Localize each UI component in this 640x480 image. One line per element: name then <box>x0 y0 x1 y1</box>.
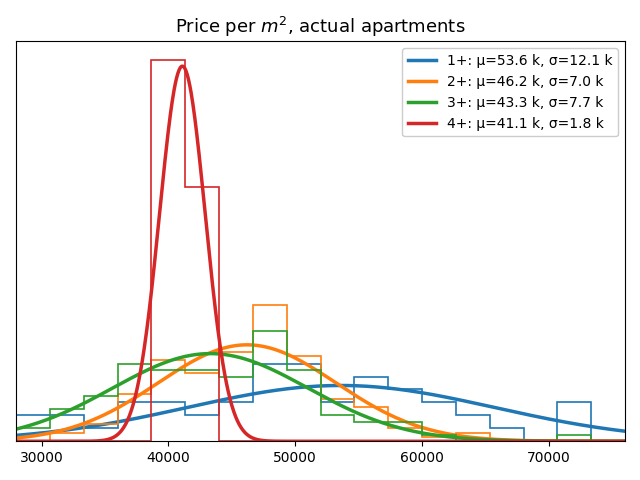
3+: μ=43.3 k, σ=7.7 k: (6.1e+04, 3.68e-06): μ=43.3 k, σ=7.7 k: (6.1e+04, 3.68e-06) <box>431 432 438 438</box>
1+: μ=53.6 k, σ=12.1 k: (6.1e+04, 2.73e-05): μ=53.6 k, σ=12.1 k: (6.1e+04, 2.73e-05) <box>431 392 438 398</box>
Line: 1+: μ=53.6 k, σ=12.1 k: 1+: μ=53.6 k, σ=12.1 k <box>16 385 625 435</box>
1+: μ=53.6 k, σ=12.1 k: (7.6e+04, 5.94e-06): μ=53.6 k, σ=12.1 k: (7.6e+04, 5.94e-06) <box>621 428 629 434</box>
4+: μ=41.1 k, σ=1.8 k: (6.55e+04, 3.29e-44): μ=41.1 k, σ=1.8 k: (6.55e+04, 3.29e-44) <box>488 438 495 444</box>
2+: μ=46.2 k, σ=7.0 k: (7.6e+04, 6.61e-09): μ=46.2 k, σ=7.0 k: (7.6e+04, 6.61e-09) <box>621 438 629 444</box>
2+: μ=46.2 k, σ=7.0 k: (4.62e+04, 5.7e-05): μ=46.2 k, σ=7.0 k: (4.62e+04, 5.7e-05) <box>243 342 251 348</box>
4+: μ=41.1 k, σ=1.8 k: (4.11e+04, 0.000222): μ=41.1 k, σ=1.8 k: (4.11e+04, 0.000222) <box>179 63 186 69</box>
4+: μ=41.1 k, σ=1.8 k: (6.1e+04, 6.04e-31): μ=41.1 k, σ=1.8 k: (6.1e+04, 6.04e-31) <box>431 438 438 444</box>
3+: μ=43.3 k, σ=7.7 k: (4.92e+04, 3.87e-05): μ=43.3 k, σ=7.7 k: (4.92e+04, 3.87e-05) <box>281 373 289 379</box>
4+: μ=41.1 k, σ=1.8 k: (6.63e+04, 4.38e-47): μ=41.1 k, σ=1.8 k: (6.63e+04, 4.38e-47) <box>499 438 506 444</box>
1+: μ=53.6 k, σ=12.1 k: (2.8e+04, 3.52e-06): μ=53.6 k, σ=12.1 k: (2.8e+04, 3.52e-06) <box>12 432 20 438</box>
3+: μ=43.3 k, σ=7.7 k: (2.8e+04, 7.2e-06): μ=43.3 k, σ=7.7 k: (2.8e+04, 7.2e-06) <box>12 426 20 432</box>
2+: μ=46.2 k, σ=7.0 k: (6.1e+04, 6.08e-06): μ=46.2 k, σ=7.0 k: (6.1e+04, 6.08e-06) <box>431 428 438 434</box>
2+: μ=46.2 k, σ=7.0 k: (4.75e+04, 5.61e-05): μ=46.2 k, σ=7.0 k: (4.75e+04, 5.61e-05) <box>259 344 267 349</box>
Legend: 1+: μ=53.6 k, σ=12.1 k, 2+: μ=46.2 k, σ=7.0 k, 3+: μ=43.3 k, σ=7.7 k, 4+: μ=41.1: 1+: μ=53.6 k, σ=12.1 k, 2+: μ=46.2 k, σ=… <box>403 48 618 136</box>
3+: μ=43.3 k, σ=7.7 k: (7.6e+04, 6.28e-09): μ=43.3 k, σ=7.7 k: (7.6e+04, 6.28e-09) <box>621 438 629 444</box>
4+: μ=41.1 k, σ=1.8 k: (2.8e+04, 6.99e-16): μ=41.1 k, σ=1.8 k: (2.8e+04, 6.99e-16) <box>12 438 20 444</box>
Line: 4+: μ=41.1 k, σ=1.8 k: 4+: μ=41.1 k, σ=1.8 k <box>16 66 625 441</box>
1+: μ=53.6 k, σ=12.1 k: (6.55e+04, 2.04e-05): μ=53.6 k, σ=12.1 k: (6.55e+04, 2.04e-05) <box>488 404 495 410</box>
1+: μ=53.6 k, σ=12.1 k: (5.36e+04, 3.3e-05): μ=53.6 k, σ=12.1 k: (5.36e+04, 3.3e-05) <box>337 383 345 388</box>
2+: μ=46.2 k, σ=7.0 k: (4.92e+04, 5.2e-05): μ=46.2 k, σ=7.0 k: (4.92e+04, 5.2e-05) <box>281 350 289 356</box>
Line: 3+: μ=43.3 k, σ=7.7 k: 3+: μ=43.3 k, σ=7.7 k <box>16 354 625 441</box>
1+: μ=53.6 k, σ=12.1 k: (4.91e+04, 3.08e-05): μ=53.6 k, σ=12.1 k: (4.91e+04, 3.08e-05) <box>280 386 288 392</box>
Title: Price per $m^2$, actual apartments: Price per $m^2$, actual apartments <box>175 15 466 39</box>
3+: μ=43.3 k, σ=7.7 k: (6.55e+04, 8.19e-07): μ=43.3 k, σ=7.7 k: (6.55e+04, 8.19e-07) <box>488 437 495 443</box>
2+: μ=46.2 k, σ=7.0 k: (3.29e+04, 9.38e-06): μ=46.2 k, σ=7.0 k: (3.29e+04, 9.38e-06) <box>74 422 82 428</box>
2+: μ=46.2 k, σ=7.0 k: (2.8e+04, 1.94e-06): μ=46.2 k, σ=7.0 k: (2.8e+04, 1.94e-06) <box>12 435 20 441</box>
2+: μ=46.2 k, σ=7.0 k: (6.55e+04, 1.29e-06): μ=46.2 k, σ=7.0 k: (6.55e+04, 1.29e-06) <box>488 436 495 442</box>
1+: μ=53.6 k, σ=12.1 k: (6.63e+04, 1.89e-05): μ=53.6 k, σ=12.1 k: (6.63e+04, 1.89e-05) <box>499 407 506 412</box>
1+: μ=53.6 k, σ=12.1 k: (3.29e+04, 7.63e-06): μ=53.6 k, σ=12.1 k: (3.29e+04, 7.63e-06) <box>74 425 82 431</box>
4+: μ=41.1 k, σ=1.8 k: (3.29e+04, 6.92e-09): μ=41.1 k, σ=1.8 k: (3.29e+04, 6.92e-09) <box>74 438 82 444</box>
3+: μ=43.3 k, σ=7.7 k: (4.75e+04, 4.48e-05): μ=43.3 k, σ=7.7 k: (4.75e+04, 4.48e-05) <box>259 362 267 368</box>
3+: μ=43.3 k, σ=7.7 k: (6.63e+04, 5.89e-07): μ=43.3 k, σ=7.7 k: (6.63e+04, 5.89e-07) <box>499 437 506 443</box>
4+: μ=41.1 k, σ=1.8 k: (4.75e+04, 4.32e-07): μ=41.1 k, σ=1.8 k: (4.75e+04, 4.32e-07) <box>259 438 267 444</box>
4+: μ=41.1 k, σ=1.8 k: (4.92e+04, 9.12e-09): μ=41.1 k, σ=1.8 k: (4.92e+04, 9.12e-09) <box>281 438 289 444</box>
3+: μ=43.3 k, σ=7.7 k: (4.33e+04, 5.18e-05): μ=43.3 k, σ=7.7 k: (4.33e+04, 5.18e-05) <box>206 351 214 357</box>
Line: 2+: μ=46.2 k, σ=7.0 k: 2+: μ=46.2 k, σ=7.0 k <box>16 345 625 441</box>
3+: μ=43.3 k, σ=7.7 k: (3.29e+04, 2.08e-05): μ=43.3 k, σ=7.7 k: (3.29e+04, 2.08e-05) <box>74 403 82 409</box>
4+: μ=41.1 k, σ=1.8 k: (7.6e+04, 5.17e-86): μ=41.1 k, σ=1.8 k: (7.6e+04, 5.17e-86) <box>621 438 629 444</box>
1+: μ=53.6 k, σ=12.1 k: (4.74e+04, 2.89e-05): μ=53.6 k, σ=12.1 k: (4.74e+04, 2.89e-05) <box>259 389 266 395</box>
2+: μ=46.2 k, σ=7.0 k: (6.63e+04, 9.08e-07): μ=46.2 k, σ=7.0 k: (6.63e+04, 9.08e-07) <box>499 437 506 443</box>
